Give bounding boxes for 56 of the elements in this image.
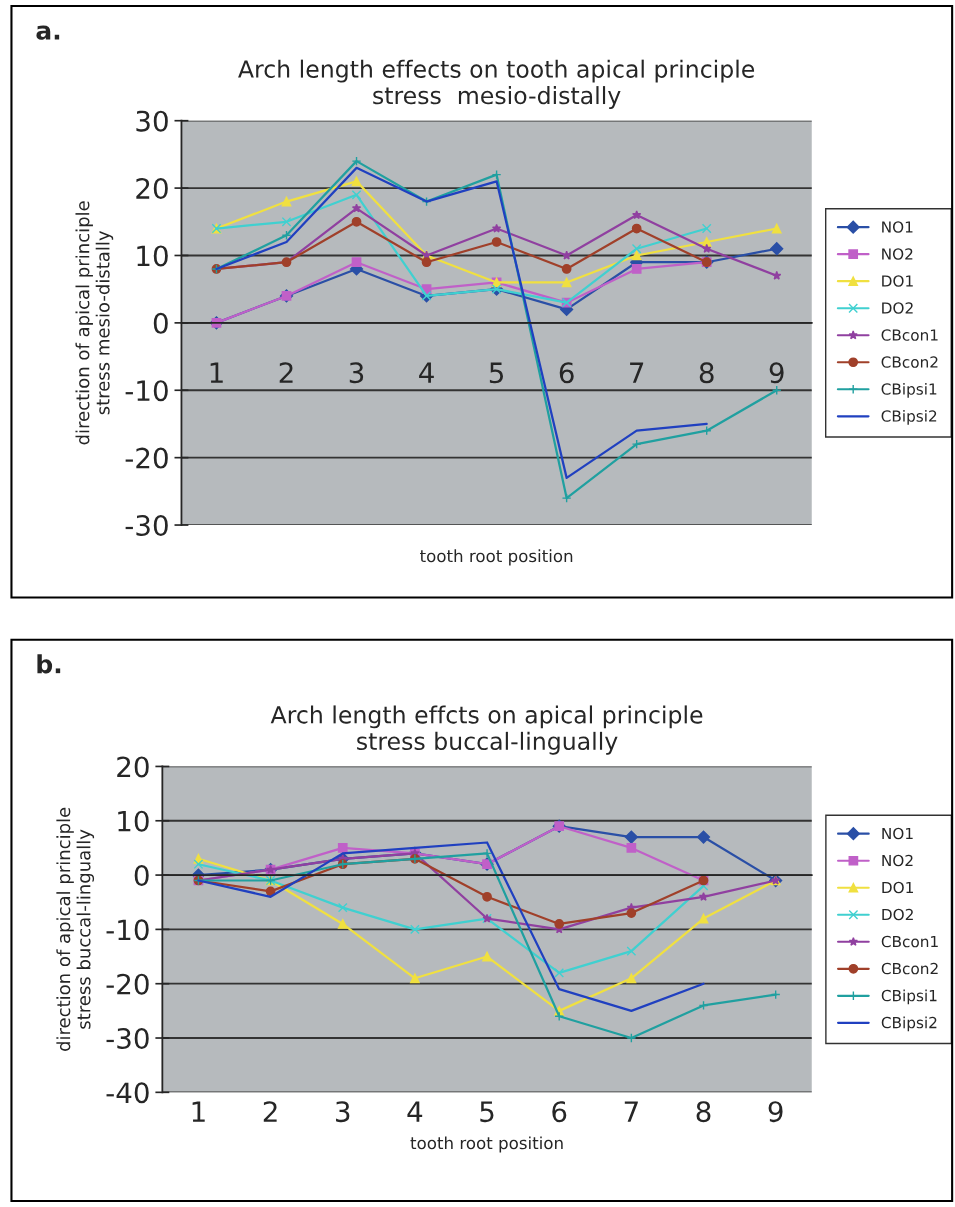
x-tick-label: 3 (336, 1101, 350, 1123)
legend-label: DO2 (882, 908, 913, 921)
y-tick-label: -40 (106, 1082, 149, 1104)
x-tick-label: 5 (489, 362, 504, 384)
legend-label: NO1 (882, 827, 913, 840)
x-tick-label: 8 (699, 362, 714, 384)
y-tick-label: 30 (136, 110, 168, 132)
y-tick-label: 0 (153, 312, 168, 334)
x-tick-label: 4 (407, 1101, 423, 1122)
legend-label: NO2 (882, 854, 913, 867)
y-tick-label: -20 (106, 973, 149, 995)
legend-label: DO1 (882, 881, 913, 894)
x-tick-label: 6 (552, 1101, 567, 1123)
x-tick-label: 3 (349, 362, 364, 384)
y-axis-title: direction of apical principle stress mesio-distally (75, 201, 114, 445)
x-tick-label: 1 (210, 362, 223, 383)
x-axis-title: tooth root position (410, 1136, 563, 1153)
chart-title: Arch length effcts on apical principle stress buccal-lingually (270, 705, 703, 755)
x-tick-label: 9 (768, 1101, 783, 1123)
text: a. (36, 25, 60, 40)
x-tick-label: 8 (696, 1101, 711, 1123)
x-axis-title: tooth root position (420, 549, 573, 566)
legend-label: DO1 (882, 275, 913, 287)
y-tick-label: 20 (117, 756, 149, 778)
x-tick-label: 2 (279, 362, 293, 383)
legend-label: CBcon2 (881, 962, 938, 975)
x-tick-label: 4 (419, 362, 434, 383)
y-axis-title: direction of apical principle stress buccal-lingually (56, 807, 95, 1051)
x-tick-label: 5 (480, 1101, 494, 1123)
y-tick-label: 10 (137, 245, 168, 267)
y-tick-label: -30 (125, 514, 168, 536)
y-tick-label: -10 (125, 380, 168, 402)
legend-label: NO1 (882, 221, 913, 233)
legend-label: CBipsi1 (881, 383, 937, 398)
x-tick-label: 6 (559, 362, 574, 384)
x-tick-label: 7 (624, 1101, 638, 1122)
legend-label: CBcon1 (881, 329, 938, 341)
legend-label: DO2 (882, 302, 913, 314)
y-tick-label: 10 (118, 810, 149, 832)
chart-title: Arch length effects on tooth apical principle stress mesio-distally (238, 59, 755, 109)
legend-label: CBipsi2 (881, 1016, 937, 1032)
y-tick-label: 20 (136, 178, 168, 200)
x-tick-label: 9 (769, 362, 784, 384)
legend-label: CBipsi1 (881, 989, 937, 1005)
y-tick-label: 0 (134, 865, 149, 887)
y-tick-label: -10 (106, 919, 149, 941)
y-tick-label: -30 (106, 1027, 149, 1049)
legend-label: CBipsi2 (881, 410, 937, 425)
legend-label: CBcon2 (881, 356, 938, 368)
x-tick-label: 1 (192, 1101, 205, 1122)
text: b. (37, 654, 61, 674)
y-tick-label: -20 (125, 447, 168, 469)
legend-label: CBcon1 (881, 935, 938, 948)
legend-label: NO2 (882, 248, 913, 260)
x-tick-label: 7 (630, 362, 644, 383)
x-tick-label: 2 (263, 1101, 277, 1122)
